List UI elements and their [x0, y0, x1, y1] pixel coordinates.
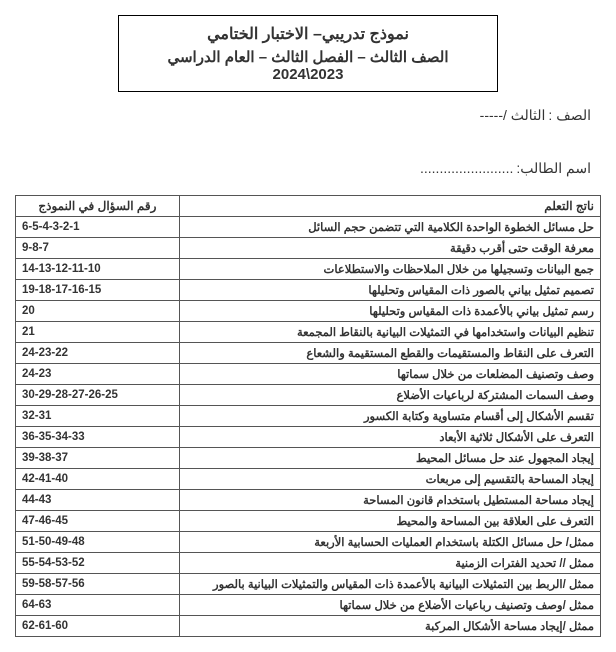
- cell-outcome: ممثل/ حل مسائل الكتلة باستخدام العمليات …: [179, 532, 600, 553]
- table-row: التعرف على النقاط والمستقيمات والقطع الم…: [16, 343, 601, 364]
- cell-question-num: 6-5-4-3-2-1: [16, 217, 180, 238]
- doc-title: نموذج تدريبي– الاختبار الختامي: [139, 24, 477, 44]
- table-row: وصف وتصنيف المضلعات من خلال سماتها24-23: [16, 364, 601, 385]
- cell-outcome: التعرف على الأشكال ثلاثية الأبعاد: [179, 427, 600, 448]
- table-row: معرفة الوقت حتى أقرب دقيقة9-8-7: [16, 238, 601, 259]
- table-row: تنظيم البيانات واستخدامها في التمثيلات ا…: [16, 322, 601, 343]
- cell-question-num: 36-35-34-33: [16, 427, 180, 448]
- cell-outcome: تنظيم البيانات واستخدامها في التمثيلات ا…: [179, 322, 600, 343]
- cell-outcome: حل مسائل الخطوة الواحدة الكلامية التي تت…: [179, 217, 600, 238]
- cell-question-num: 19-18-17-16-15: [16, 280, 180, 301]
- table-row: جمع البيانات وتسجيلها من خلال الملاحظات …: [16, 259, 601, 280]
- cell-outcome: ممثل /وصف وتصنيف رباعيات الأضلاع من خلال…: [179, 595, 600, 616]
- cell-question-num: 51-50-49-48: [16, 532, 180, 553]
- outcomes-table: ناتج التعلم رقم السؤال في النموذج حل مسا…: [15, 195, 601, 637]
- table-row: إيجاد المجهول عند حل مسائل المحيط39-38-3…: [16, 448, 601, 469]
- cell-question-num: 59-58-57-56: [16, 574, 180, 595]
- student-value: ........................: [420, 160, 513, 176]
- cell-outcome: معرفة الوقت حتى أقرب دقيقة: [179, 238, 600, 259]
- table-row: التعرف على الأشكال ثلاثية الأبعاد36-35-3…: [16, 427, 601, 448]
- cell-outcome: ممثل /إيجاد مساحة الأشكال المركبة: [179, 616, 600, 637]
- cell-question-num: 9-8-7: [16, 238, 180, 259]
- header-outcome: ناتج التعلم: [179, 196, 600, 217]
- cell-question-num: 21: [16, 322, 180, 343]
- table-row: رسم تمثيل بياني بالأعمدة ذات المقياس وتح…: [16, 301, 601, 322]
- student-label: اسم الطالب:: [516, 160, 591, 177]
- table-row: ممثل /الربط بين التمثيلات البيانية بالأع…: [16, 574, 601, 595]
- class-line: الصف : الثالث /-----: [15, 107, 601, 124]
- cell-question-num: 20: [16, 301, 180, 322]
- cell-outcome: التعرف على العلاقة بين المساحة والمحيط: [179, 511, 600, 532]
- cell-outcome: وصف السمات المشتركة لرباعيات الأضلاع: [179, 385, 600, 406]
- cell-question-num: 47-46-45: [16, 511, 180, 532]
- cell-question-num: 62-61-60: [16, 616, 180, 637]
- cell-question-num: 44-43: [16, 490, 180, 511]
- cell-question-num: 55-54-53-52: [16, 553, 180, 574]
- cell-outcome: ممثل /الربط بين التمثيلات البيانية بالأع…: [179, 574, 600, 595]
- cell-question-num: 42-41-40: [16, 469, 180, 490]
- table-row: حل مسائل الخطوة الواحدة الكلامية التي تت…: [16, 217, 601, 238]
- table-row: ممثل/ حل مسائل الكتلة باستخدام العمليات …: [16, 532, 601, 553]
- cell-outcome: إيجاد مساحة المستطيل باستخدام قانون المس…: [179, 490, 600, 511]
- table-row: ممثل /إيجاد مساحة الأشكال المركبة62-61-6…: [16, 616, 601, 637]
- cell-outcome: ممثل // تحديد الفترات الزمنية: [179, 553, 600, 574]
- student-line: اسم الطالب: ........................: [15, 160, 601, 177]
- table-row: تقسم الأشكال إلى أقسام متساوية وكتابة ال…: [16, 406, 601, 427]
- cell-question-num: 39-38-37: [16, 448, 180, 469]
- cell-question-num: 30-29-28-27-26-25: [16, 385, 180, 406]
- cell-outcome: وصف وتصنيف المضلعات من خلال سماتها: [179, 364, 600, 385]
- class-label: الصف :: [548, 107, 591, 124]
- cell-outcome: تقسم الأشكال إلى أقسام متساوية وكتابة ال…: [179, 406, 600, 427]
- header-question-num: رقم السؤال في النموذج: [16, 196, 180, 217]
- cell-outcome: إيجاد المساحة بالتقسيم إلى مربعات: [179, 469, 600, 490]
- table-row: التعرف على العلاقة بين المساحة والمحيط47…: [16, 511, 601, 532]
- table-row: ممثل // تحديد الفترات الزمنية55-54-53-52: [16, 553, 601, 574]
- cell-outcome: جمع البيانات وتسجيلها من خلال الملاحظات …: [179, 259, 600, 280]
- table-row: إيجاد مساحة المستطيل باستخدام قانون المس…: [16, 490, 601, 511]
- header-box: نموذج تدريبي– الاختبار الختامي الصف الثا…: [118, 15, 498, 92]
- cell-outcome: إيجاد المجهول عند حل مسائل المحيط: [179, 448, 600, 469]
- table-row: تصميم تمثيل بياني بالصور ذات المقياس وتح…: [16, 280, 601, 301]
- cell-question-num: 24-23-22: [16, 343, 180, 364]
- cell-question-num: 24-23: [16, 364, 180, 385]
- table-row: إيجاد المساحة بالتقسيم إلى مربعات42-41-4…: [16, 469, 601, 490]
- cell-outcome: رسم تمثيل بياني بالأعمدة ذات المقياس وتح…: [179, 301, 600, 322]
- table-row: ممثل /وصف وتصنيف رباعيات الأضلاع من خلال…: [16, 595, 601, 616]
- table-row: وصف السمات المشتركة لرباعيات الأضلاع30-2…: [16, 385, 601, 406]
- cell-question-num: 64-63: [16, 595, 180, 616]
- doc-subtitle: الصف الثالث – الفصل الثالث – العام الدرا…: [139, 48, 477, 83]
- cell-question-num: 32-31: [16, 406, 180, 427]
- cell-outcome: التعرف على النقاط والمستقيمات والقطع الم…: [179, 343, 600, 364]
- cell-outcome: تصميم تمثيل بياني بالصور ذات المقياس وتح…: [179, 280, 600, 301]
- cell-question-num: 14-13-12-11-10: [16, 259, 180, 280]
- class-value: الثالث /-----: [480, 107, 546, 124]
